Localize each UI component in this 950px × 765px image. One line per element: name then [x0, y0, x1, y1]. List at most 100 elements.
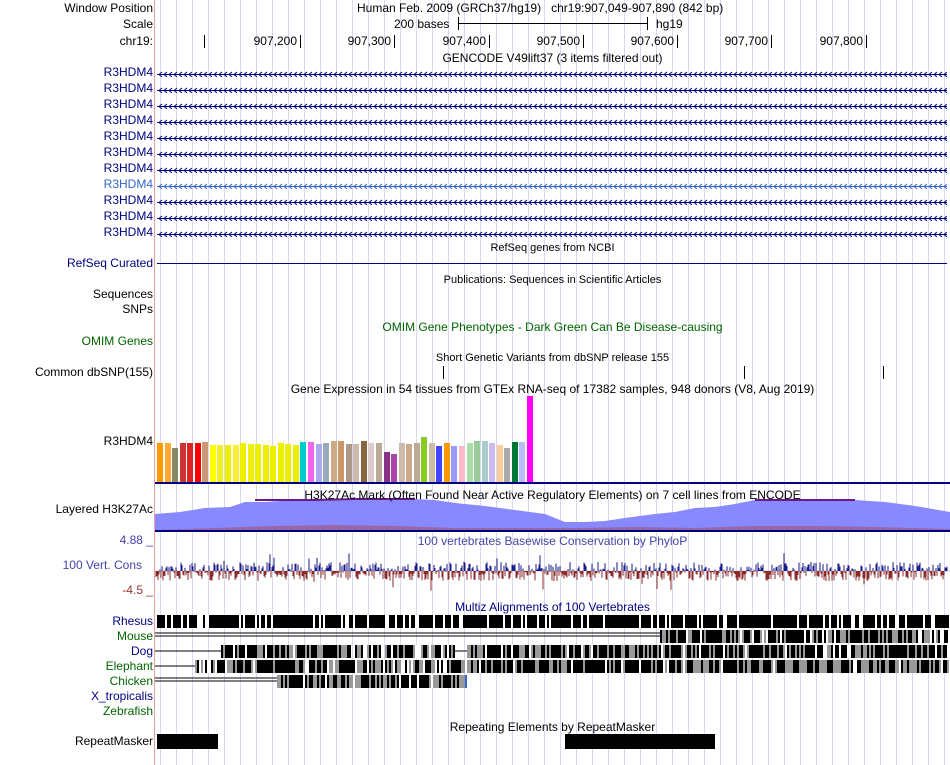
snp-mark[interactable]	[443, 366, 444, 379]
omim-title[interactable]: OMIM Gene Phenotypes - Dark Green Can Be…	[382, 320, 723, 334]
gtex-tissue-bar[interactable]	[210, 445, 216, 482]
gtex-tissue-bar[interactable]	[489, 443, 495, 482]
gencode-item-label[interactable]: R3HDM4	[103, 225, 153, 239]
gtex-tissue-bar[interactable]	[248, 444, 254, 482]
multiz-species-label[interactable]: X_tropicalis	[90, 689, 153, 703]
gtex-tissue-bar[interactable]	[519, 442, 525, 482]
phylop-label[interactable]: 100 Vert. Cons	[62, 558, 142, 572]
gtex-tissue-bar[interactable]	[165, 443, 171, 482]
gtex-tissue-bar[interactable]	[346, 444, 352, 482]
gtex-tissue-bar[interactable]	[195, 443, 201, 482]
snp-mark[interactable]	[744, 366, 745, 379]
gtex-tissue-bar[interactable]	[300, 442, 306, 482]
gencode-item-label[interactable]: R3HDM4	[103, 129, 153, 143]
repeat-element[interactable]	[157, 734, 218, 749]
gencode-transcript[interactable]	[157, 116, 947, 125]
gtex-tissue-bar[interactable]	[406, 444, 412, 482]
gencode-transcript[interactable]	[157, 68, 947, 77]
gencode-item-label[interactable]: R3HDM4	[103, 209, 153, 223]
refseq-gene-line[interactable]	[157, 263, 947, 264]
gtex-tissue-bar[interactable]	[451, 446, 457, 482]
gencode-item-label[interactable]: R3HDM4	[103, 81, 153, 95]
gtex-tissue-bar[interactable]	[202, 442, 208, 482]
gtex-tissue-bar[interactable]	[217, 445, 223, 482]
publications-title[interactable]: Publications: Sequences in Scientific Ar…	[443, 274, 662, 286]
multiz-species-label[interactable]: Dog	[130, 644, 153, 658]
gencode-item-label[interactable]: R3HDM4	[103, 97, 153, 111]
phylop-title[interactable]: 100 vertebrates Basewise Conservation by…	[417, 534, 688, 548]
gencode-transcript[interactable]	[157, 228, 947, 237]
gtex-tissue-bar[interactable]	[270, 446, 276, 482]
gtex-tissue-bar[interactable]	[467, 443, 473, 482]
gtex-tissue-bar[interactable]	[255, 444, 261, 482]
gtex-label[interactable]: R3HDM4	[103, 434, 153, 448]
multiz-title[interactable]: Multiz Alignments of 100 Vertebrates	[455, 600, 650, 614]
gencode-item-label[interactable]: R3HDM4	[103, 113, 153, 127]
refseq-title[interactable]: RefSeq genes from NCBI	[490, 242, 615, 254]
gencode-transcript[interactable]	[157, 196, 947, 205]
gencode-transcript[interactable]	[157, 132, 947, 141]
gtex-tissue-bar[interactable]	[391, 454, 397, 482]
dbsnp-label[interactable]: Common dbSNP(155)	[34, 365, 153, 379]
gtex-tissue-bar[interactable]	[225, 445, 231, 482]
gtex-tissue-bar[interactable]	[316, 444, 322, 482]
snps-label[interactable]: SNPs	[122, 302, 153, 316]
gencode-item-label[interactable]: R3HDM4	[103, 193, 153, 207]
gtex-tissue-bar[interactable]	[187, 443, 193, 482]
gtex-tissue-bar[interactable]	[527, 396, 533, 482]
gtex-tissue-bar[interactable]	[414, 443, 420, 482]
gencode-transcript[interactable]	[157, 148, 947, 157]
gtex-tissue-bar[interactable]	[172, 448, 178, 482]
gtex-tissue-bar[interactable]	[308, 442, 314, 482]
gtex-tissue-bar[interactable]	[421, 437, 427, 482]
gtex-tissue-bar[interactable]	[263, 445, 269, 482]
multiz-species-label[interactable]: Rhesus	[112, 614, 153, 628]
gtex-tissue-bar[interactable]	[504, 448, 510, 482]
refseq-label[interactable]: RefSeq Curated	[66, 256, 153, 270]
gtex-tissue-bar[interactable]	[376, 443, 382, 482]
gtex-tissue-bar[interactable]	[180, 443, 186, 482]
dbsnp-title[interactable]: Short Genetic Variants from dbSNP releas…	[435, 352, 670, 364]
gtex-tissue-bar[interactable]	[459, 446, 465, 482]
gtex-tissue-bar[interactable]	[482, 441, 488, 482]
h3k27ac-label[interactable]: Layered H3K27Ac	[55, 502, 153, 516]
gencode-transcript[interactable]	[157, 212, 947, 221]
gencode-item-label[interactable]: R3HDM4	[103, 65, 153, 79]
gtex-tissue-bar[interactable]	[497, 445, 503, 482]
gencode-item-label[interactable]: R3HDM4	[103, 161, 153, 175]
gtex-tissue-bar[interactable]	[512, 442, 518, 482]
gencode-item-label[interactable]: R3HDM4	[103, 177, 153, 191]
gtex-tissue-bar[interactable]	[323, 443, 329, 482]
gtex-tissue-bar[interactable]	[338, 441, 344, 482]
multiz-alignments[interactable]	[155, 614, 950, 719]
sequences-label[interactable]: Sequences	[92, 287, 153, 301]
gtex-title[interactable]: Gene Expression in 54 tissues from GTEx …	[290, 382, 815, 396]
gtex-tissue-bar[interactable]	[361, 441, 367, 482]
repeatmasker-label[interactable]: RepeatMasker	[74, 734, 153, 748]
gencode-transcript[interactable]	[157, 180, 947, 189]
gencode-item-label[interactable]: R3HDM4	[103, 145, 153, 159]
h3k27ac-title[interactable]: H3K27Ac Mark (Often Found Near Active Re…	[304, 488, 801, 502]
phylop-signal[interactable]	[155, 551, 950, 591]
multiz-species-label[interactable]: Elephant	[105, 659, 153, 673]
gtex-tissue-bar[interactable]	[429, 443, 435, 482]
repeat-element[interactable]	[565, 734, 715, 749]
multiz-species-label[interactable]: Mouse	[116, 629, 153, 643]
gtex-tissue-bar[interactable]	[436, 446, 442, 482]
gencode-transcript[interactable]	[157, 164, 947, 173]
gtex-tissue-bar[interactable]	[444, 443, 450, 482]
gencode-transcript[interactable]	[157, 84, 947, 93]
snp-mark[interactable]	[883, 366, 884, 379]
gencode-transcript[interactable]	[157, 100, 947, 109]
gtex-tissue-bar[interactable]	[285, 444, 291, 482]
gtex-tissue-bar[interactable]	[331, 441, 337, 482]
gtex-tissue-bar[interactable]	[384, 452, 390, 482]
gencode-title[interactable]: GENCODE V49lift37 (3 items filtered out)	[442, 51, 663, 65]
gtex-tissue-bar[interactable]	[157, 443, 163, 482]
gtex-tissue-bar[interactable]	[278, 443, 284, 482]
gtex-tissue-bar[interactable]	[240, 443, 246, 482]
gtex-tissue-bar[interactable]	[474, 441, 480, 482]
gtex-tissue-bar[interactable]	[399, 443, 405, 482]
gtex-tissue-bar[interactable]	[233, 445, 239, 482]
gtex-tissue-bar[interactable]	[353, 444, 359, 482]
